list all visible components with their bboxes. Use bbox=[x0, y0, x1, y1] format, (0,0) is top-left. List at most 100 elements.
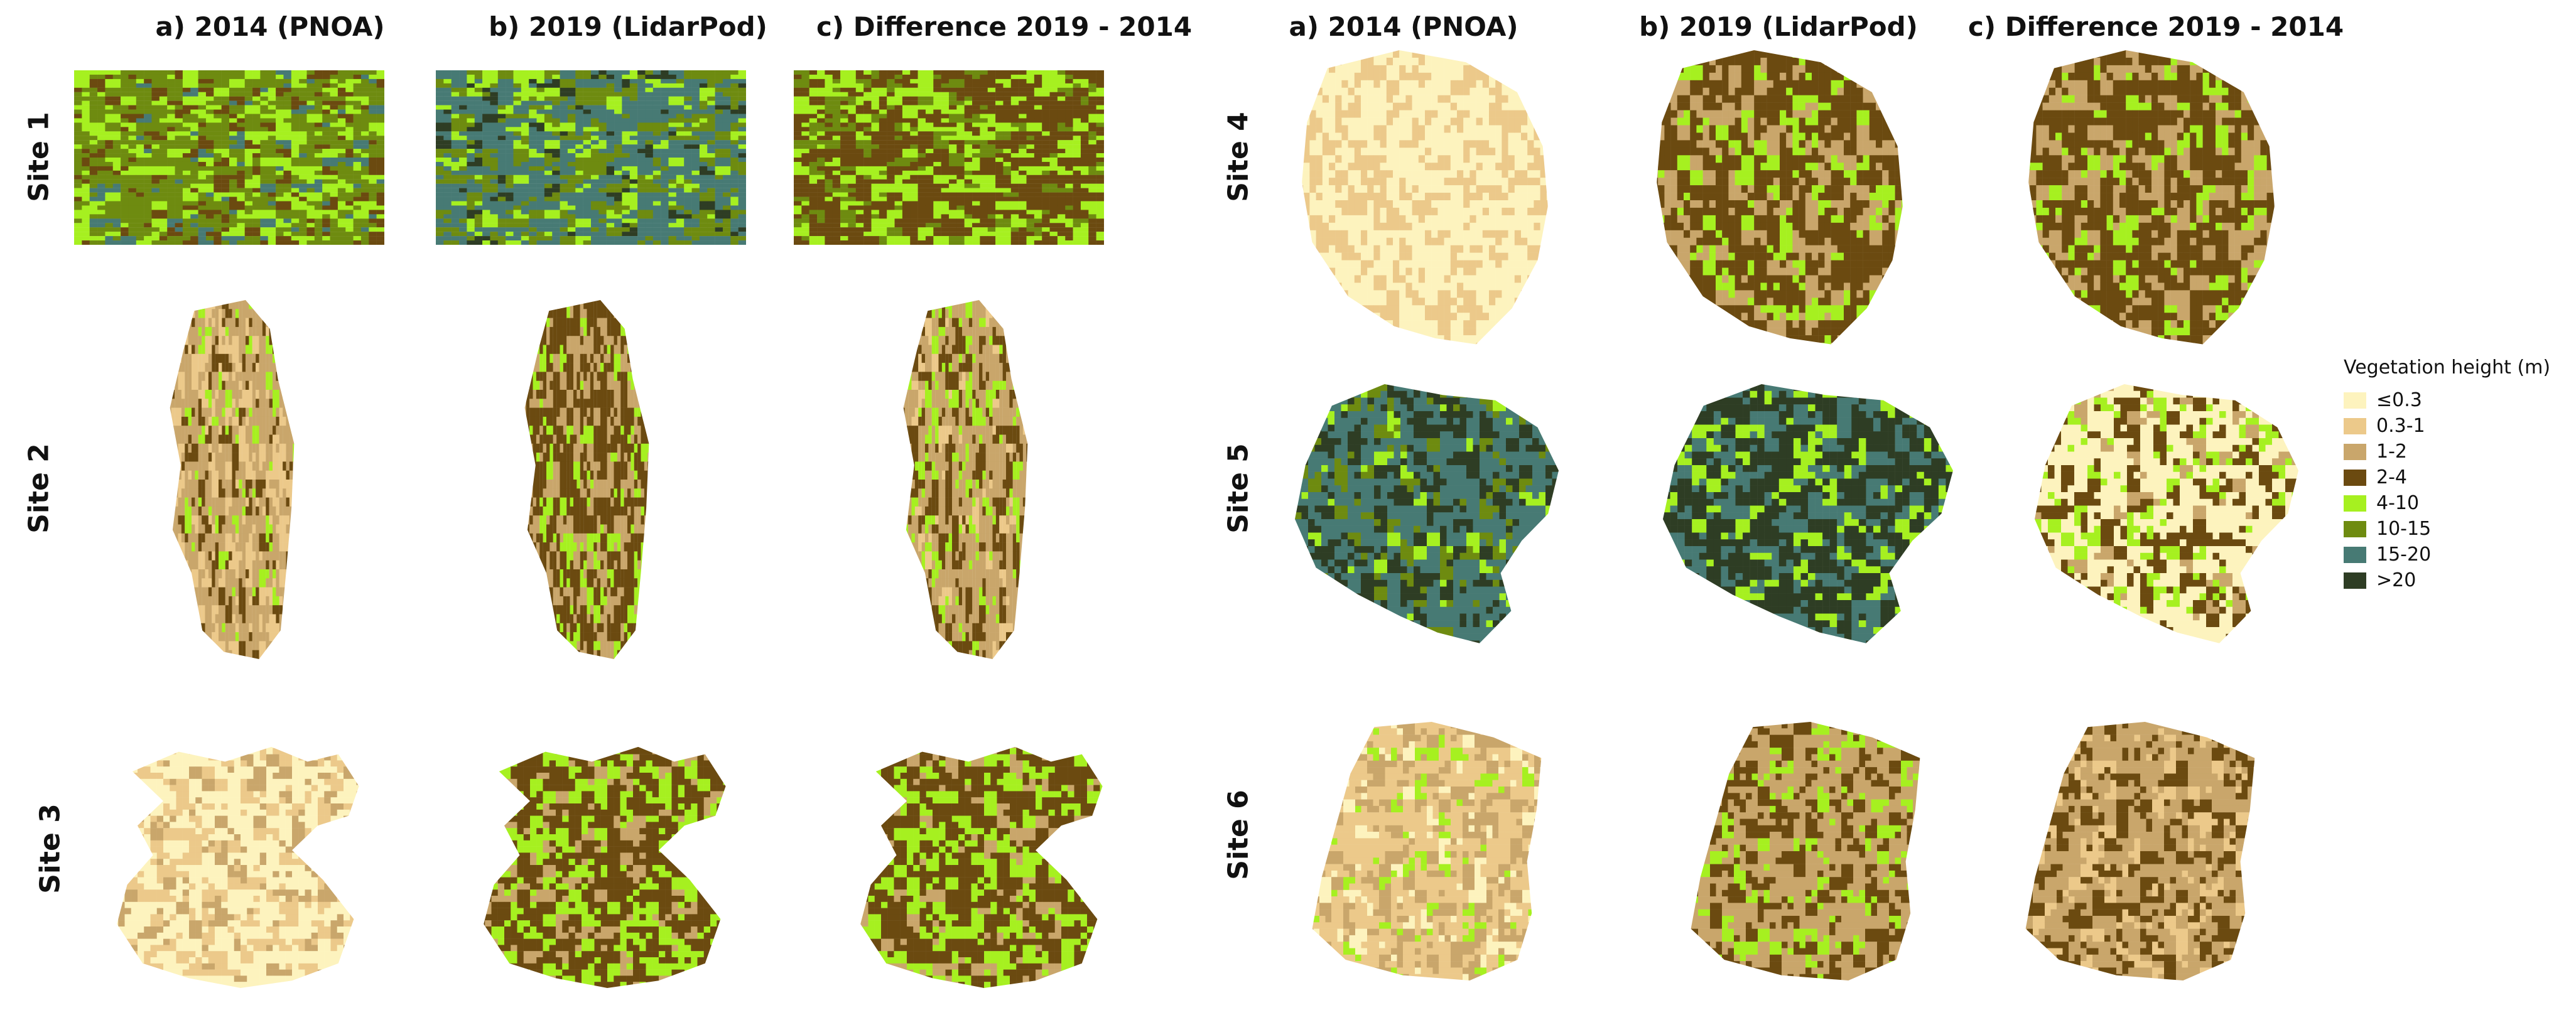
raster-cell bbox=[89, 166, 98, 171]
raster-cell bbox=[902, 188, 911, 193]
raster-cell bbox=[82, 78, 90, 83]
raster-cell bbox=[330, 227, 338, 232]
raster-cell bbox=[809, 179, 818, 184]
raster-cell bbox=[443, 144, 452, 149]
raster-cell bbox=[182, 196, 191, 201]
raster-cell bbox=[840, 70, 848, 75]
raster-cell bbox=[598, 74, 607, 80]
raster-cell bbox=[1073, 161, 1081, 167]
raster-cell bbox=[949, 210, 957, 215]
raster-cell bbox=[863, 236, 872, 241]
raster-cell bbox=[933, 188, 941, 193]
raster-cell bbox=[205, 78, 214, 83]
raster-cell bbox=[910, 105, 918, 110]
raster-cell bbox=[956, 114, 965, 119]
raster-cell bbox=[956, 83, 965, 88]
raster-cell bbox=[369, 183, 377, 188]
raster-cell bbox=[591, 149, 599, 154]
raster-cell bbox=[987, 122, 996, 127]
raster-cell bbox=[925, 205, 934, 210]
raster-cell bbox=[314, 78, 323, 83]
raster-cell bbox=[1049, 214, 1058, 219]
raster-cell bbox=[645, 158, 654, 163]
raster-cell bbox=[809, 78, 818, 83]
raster-cell bbox=[583, 227, 592, 232]
raster-cell bbox=[337, 127, 346, 132]
raster-cell bbox=[260, 223, 268, 228]
raster-cell bbox=[237, 92, 245, 97]
raster-cell bbox=[136, 127, 144, 132]
raster-cell bbox=[467, 210, 475, 215]
raster-cell bbox=[622, 149, 630, 154]
raster-cell bbox=[159, 127, 168, 132]
raster-cell bbox=[956, 205, 965, 210]
raster-cell bbox=[266, 326, 269, 336]
raster-cell bbox=[497, 144, 506, 149]
raster-cell bbox=[97, 78, 106, 83]
raster-cell bbox=[451, 131, 460, 136]
raster-cell bbox=[987, 92, 996, 97]
raster-cell bbox=[97, 109, 106, 114]
raster-cell bbox=[987, 149, 996, 154]
raster-cell bbox=[567, 100, 576, 105]
raster-cell bbox=[360, 114, 369, 119]
raster-cell bbox=[933, 83, 941, 88]
raster-cell bbox=[972, 109, 980, 114]
raster-cell bbox=[722, 158, 731, 163]
raster-cell bbox=[1065, 175, 1073, 180]
raster-cell bbox=[1096, 192, 1104, 197]
raster-cell bbox=[214, 96, 222, 101]
raster-cell bbox=[443, 183, 452, 188]
raster-cell bbox=[244, 218, 253, 223]
raster-cell bbox=[817, 78, 825, 83]
raster-cell bbox=[794, 87, 802, 92]
raster-cell bbox=[1065, 218, 1073, 223]
raster-cell bbox=[159, 183, 168, 188]
raster-cell bbox=[583, 170, 592, 175]
raster-cell bbox=[1065, 114, 1073, 119]
raster-cell bbox=[521, 87, 529, 92]
raster-cell bbox=[167, 100, 175, 105]
raster-cell bbox=[260, 127, 268, 132]
raster-cell bbox=[337, 188, 346, 193]
raster-cell bbox=[136, 87, 144, 92]
raster-cell bbox=[451, 158, 460, 163]
raster-cell bbox=[521, 192, 529, 197]
raster-cell bbox=[167, 205, 175, 210]
raster-cell bbox=[159, 87, 168, 92]
raster-cell bbox=[1080, 188, 1089, 193]
raster-cell bbox=[925, 227, 934, 232]
raster-cell bbox=[652, 87, 661, 92]
raster-cell bbox=[283, 166, 292, 171]
raster-cell bbox=[583, 100, 592, 105]
raster-cell bbox=[941, 140, 950, 145]
raster-cell bbox=[136, 70, 144, 75]
raster-cell bbox=[980, 166, 988, 171]
raster-cell bbox=[707, 175, 715, 180]
raster-cell bbox=[684, 96, 692, 101]
raster-cell bbox=[879, 223, 887, 228]
raster-cell bbox=[738, 109, 746, 114]
raster-cell bbox=[863, 218, 872, 223]
raster-cell bbox=[232, 300, 235, 309]
raster-cell bbox=[136, 183, 144, 188]
raster-cell bbox=[74, 131, 82, 136]
raster-cell bbox=[575, 92, 583, 97]
raster-cell bbox=[229, 127, 237, 132]
raster-cell bbox=[544, 210, 553, 215]
raster-cell bbox=[353, 131, 362, 136]
raster-cell bbox=[459, 179, 467, 184]
raster-cell bbox=[910, 127, 918, 132]
raster-cell bbox=[244, 183, 253, 188]
raster-cell bbox=[1073, 74, 1081, 80]
raster-cell bbox=[722, 87, 731, 92]
raster-cell bbox=[879, 166, 887, 171]
raster-cell bbox=[276, 170, 284, 175]
raster-cell bbox=[591, 136, 599, 141]
raster-cell bbox=[151, 236, 160, 241]
raster-cell bbox=[121, 183, 129, 188]
raster-cell bbox=[840, 232, 848, 237]
raster-cell bbox=[136, 158, 144, 163]
raster-cell bbox=[268, 158, 276, 163]
raster-cell bbox=[252, 149, 261, 154]
